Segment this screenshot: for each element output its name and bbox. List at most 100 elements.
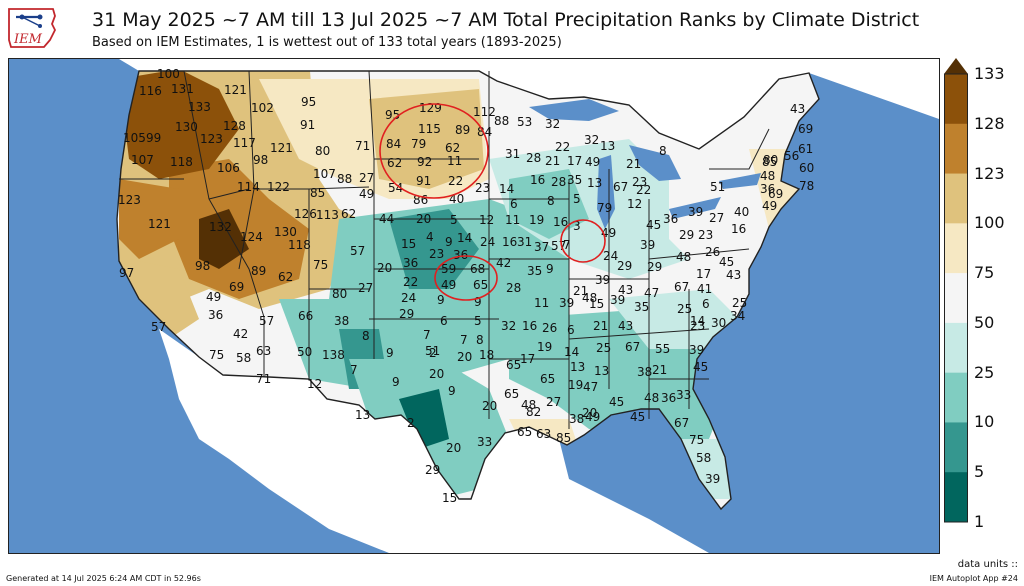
district-rank-label: 8	[362, 329, 370, 343]
district-rank-label: 8	[476, 333, 484, 347]
district-rank-label: 28	[526, 151, 542, 165]
district-rank-label: 22	[636, 183, 652, 197]
district-rank-label: 68	[470, 262, 486, 276]
district-rank-label: 69	[229, 280, 245, 294]
district-rank-label: 65	[504, 387, 520, 401]
district-rank-label: 97	[119, 266, 135, 280]
district-rank-label: 67	[674, 280, 690, 294]
district-rank-label: 65	[473, 278, 489, 292]
colorbar-segment	[944, 422, 968, 473]
district-rank-label: 19	[568, 378, 584, 392]
district-rank-label: 16	[553, 215, 569, 229]
district-rank-label: 49	[762, 199, 778, 213]
district-rank-label: 82	[526, 405, 542, 419]
lake-superior	[529, 99, 619, 121]
colorbar-tick-label: 5	[974, 462, 985, 482]
district-rank-label: 88	[337, 172, 353, 186]
district-rank-label: 117	[233, 136, 256, 150]
district-rank-label: 9	[437, 293, 445, 307]
district-rank-label: 7	[563, 238, 571, 252]
district-rank-label: 40	[734, 205, 750, 219]
district-rank-label: 20	[446, 441, 462, 455]
district-rank-label: 19	[537, 340, 553, 354]
district-rank-label: 121	[148, 217, 171, 231]
district-rank-label: 5	[450, 213, 458, 227]
lake-huron	[629, 145, 681, 181]
district-rank-label: 40	[449, 192, 465, 206]
district-rank-label: 45	[719, 255, 735, 269]
district-rank-label: 14	[564, 345, 580, 359]
region-nevada-core	[199, 209, 249, 269]
district-rank-label: 39	[640, 238, 656, 252]
district-rank-label: 58	[236, 351, 252, 365]
district-rank-label: 33	[676, 388, 692, 402]
district-rank-label: 34	[730, 309, 746, 323]
district-rank-label: 126	[294, 207, 317, 221]
district-rank-label: 112	[473, 105, 496, 119]
district-rank-label: 95	[385, 108, 401, 122]
district-rank-label: 32	[584, 133, 600, 147]
district-rank-label: 79	[411, 137, 427, 151]
district-rank-label: 13	[600, 139, 616, 153]
district-rank-label: 9	[386, 346, 394, 360]
map-title: 31 May 2025 ~7 AM till 13 Jul 2025 ~7 AM…	[92, 9, 920, 31]
district-rank-label: 16	[502, 235, 518, 249]
district-rank-label: 113	[316, 208, 339, 222]
district-rank-label: 86	[413, 193, 429, 207]
district-rank-label: 13	[570, 360, 586, 374]
district-rank-label: 35	[634, 300, 650, 314]
district-rank-label: 85	[762, 155, 778, 169]
district-rank-label: 57	[259, 314, 275, 328]
district-rank-label: 51	[425, 344, 441, 358]
district-rank-label: 45	[609, 395, 625, 409]
district-rank-label: 67	[674, 416, 690, 430]
district-rank-label: 115	[418, 122, 441, 136]
district-rank-label: 43	[790, 102, 806, 116]
district-rank-label: 121	[224, 83, 247, 97]
lake-erie	[669, 197, 721, 219]
district-rank-label: 17	[520, 352, 536, 366]
district-rank-label: 22	[403, 275, 419, 289]
district-rank-label: 24	[603, 249, 619, 263]
district-rank-label: 57	[151, 320, 167, 334]
district-rank-label: 15	[401, 237, 417, 251]
district-rank-label: 71	[256, 372, 272, 386]
map-subtitle: Based on IEM Estimates, 1 is wettest out…	[92, 35, 562, 50]
district-rank-label: 79	[597, 201, 613, 215]
district-rank-label: 24	[480, 235, 496, 249]
district-rank-label: 27	[359, 171, 375, 185]
district-rank-label: 66	[298, 309, 314, 323]
district-rank-label: 84	[477, 125, 493, 139]
district-rank-label: 45	[630, 410, 646, 424]
district-rank-label: 62	[341, 207, 357, 221]
district-rank-label: 91	[416, 174, 432, 188]
iem-logo: IEM	[6, 6, 58, 50]
colorbar-segment	[944, 372, 968, 423]
district-rank-label: 12	[479, 213, 495, 227]
district-rank-label: 53	[517, 115, 533, 129]
district-rank-label: 39	[559, 296, 575, 310]
district-rank-label: 48	[644, 391, 660, 405]
district-rank-label: 12	[627, 197, 643, 211]
district-rank-label: 23	[429, 247, 445, 261]
district-rank-label: 122	[267, 180, 290, 194]
district-rank-label: 38	[569, 412, 585, 426]
district-rank-label: 71	[355, 139, 371, 153]
district-rank-label: 21	[545, 154, 561, 168]
district-rank-label: 25	[596, 341, 612, 355]
district-rank-label: 63	[256, 344, 272, 358]
us-outline	[116, 70, 820, 511]
district-rank-label: 5	[474, 314, 482, 328]
district-rank-label: 39	[688, 205, 704, 219]
district-rank-label: 22	[448, 174, 464, 188]
district-rank-label: 14	[499, 182, 515, 196]
district-rank-label: 20	[416, 212, 432, 226]
baja-peninsula	[159, 329, 207, 439]
district-rank-label: 11	[447, 154, 463, 168]
district-rank-label: 6	[567, 323, 575, 337]
colorbar-segment	[944, 322, 968, 374]
colorbar-tick-label: 128	[974, 113, 1005, 133]
district-rank-label: 56	[784, 149, 800, 163]
district-rank-label: 29	[617, 259, 633, 273]
district-rank-label: 20	[377, 261, 393, 275]
